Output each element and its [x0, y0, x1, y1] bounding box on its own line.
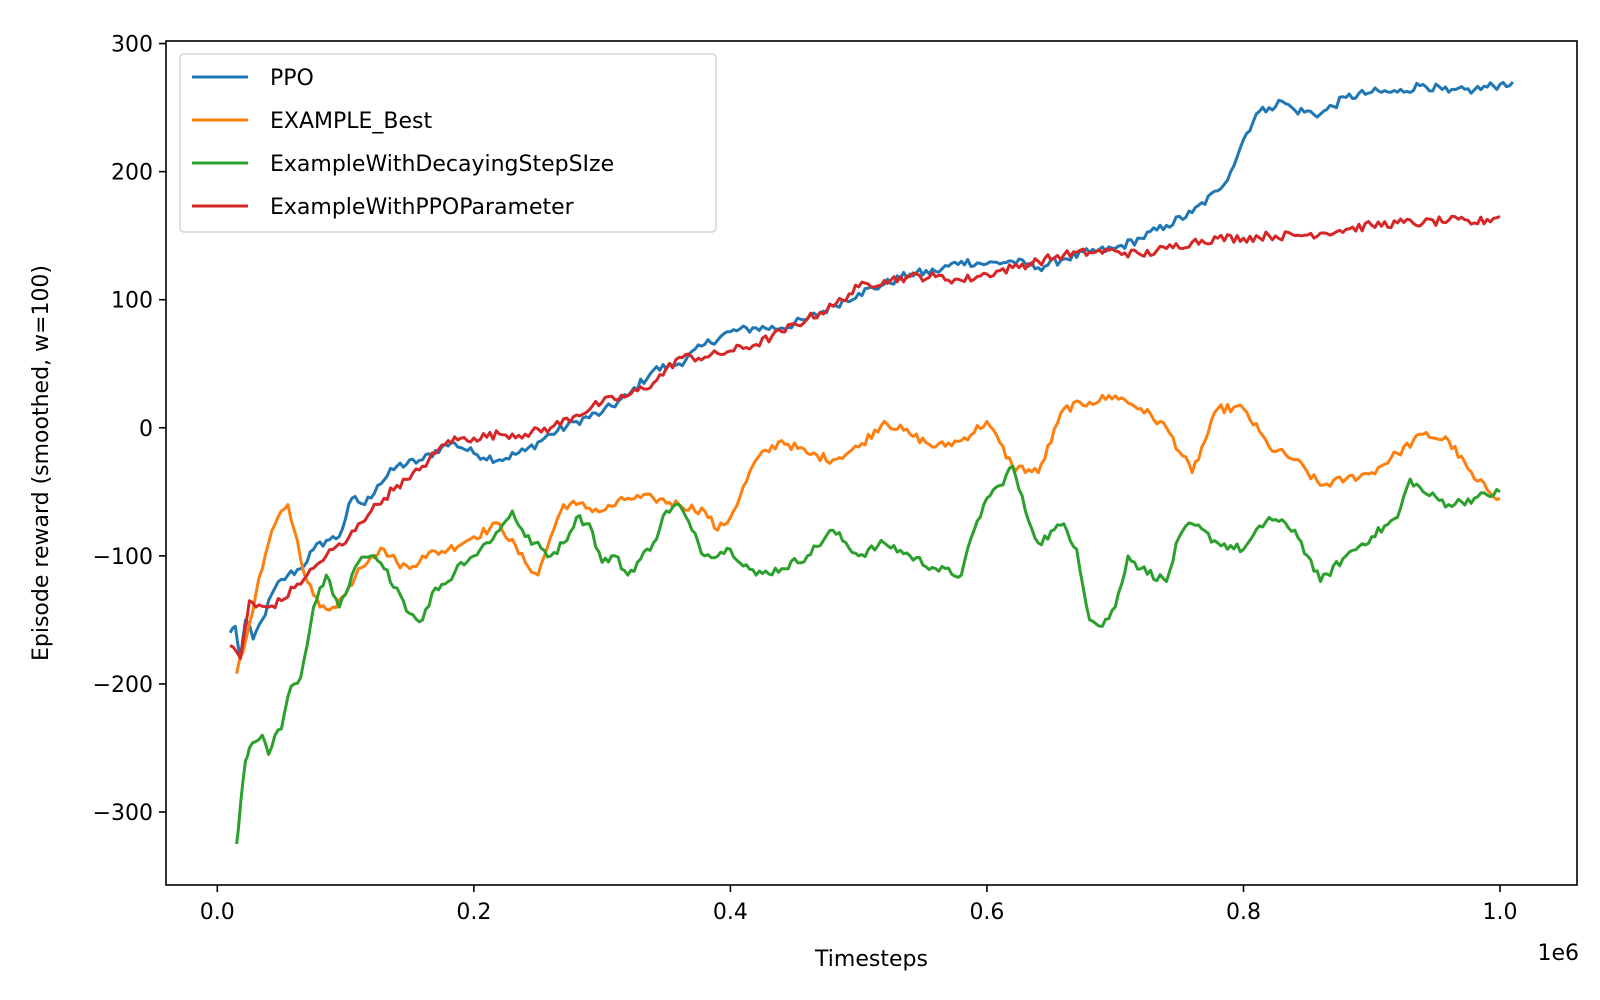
x-tick-label: 0.6: [969, 900, 1004, 925]
legend-box: [179, 53, 717, 233]
legend-label: ExampleWithPPOParameter: [270, 195, 575, 220]
legend-label: PPO: [270, 66, 314, 91]
series-line-examplewithdecayingstepsize: [235, 464, 1501, 845]
legend-label: ExampleWithDecayingStepSIze: [270, 152, 614, 177]
legend-label: EXAMPLE_Best: [270, 109, 433, 134]
legend: PPO EXAMPLE_Best ExampleWithDecayingStepSI…: [179, 53, 717, 233]
series-lines: [228, 80, 1515, 845]
x-tick-label: 0.4: [713, 900, 748, 925]
plot-frame: [165, 40, 1578, 886]
y-tick-label: 100: [111, 289, 153, 314]
x-tick-label: 0.2: [456, 900, 491, 925]
x-tick-label: 0.0: [200, 900, 235, 925]
y-tick-label: −300: [93, 801, 153, 826]
y-tick-label: −100: [93, 545, 153, 570]
y-axis-label: Episode reward (smoothed, w=100): [29, 265, 54, 661]
y-axis-ticks: 300 200 100 0 −100 −200 −300: [93, 33, 166, 826]
y-tick-label: 0: [139, 417, 153, 442]
x-axis-label: Timesteps: [814, 947, 928, 972]
x-tick-label: 1.0: [1483, 900, 1518, 925]
series-line-examplewithppoparameter: [229, 214, 1501, 660]
y-tick-label: 200: [111, 161, 153, 186]
x-axis-ticks: 0.0 0.2 0.4 0.6 0.8 1.0: [200, 885, 1518, 925]
series-line-example-best: [235, 393, 1501, 675]
y-tick-label: 300: [111, 33, 153, 58]
legend-entries: PPO EXAMPLE_Best ExampleWithDecayingStepSI…: [192, 66, 614, 220]
y-tick-label: −200: [93, 673, 153, 698]
x-tick-label: 0.8: [1226, 900, 1261, 925]
x-axis-scale-label: 1e6: [1537, 941, 1579, 966]
